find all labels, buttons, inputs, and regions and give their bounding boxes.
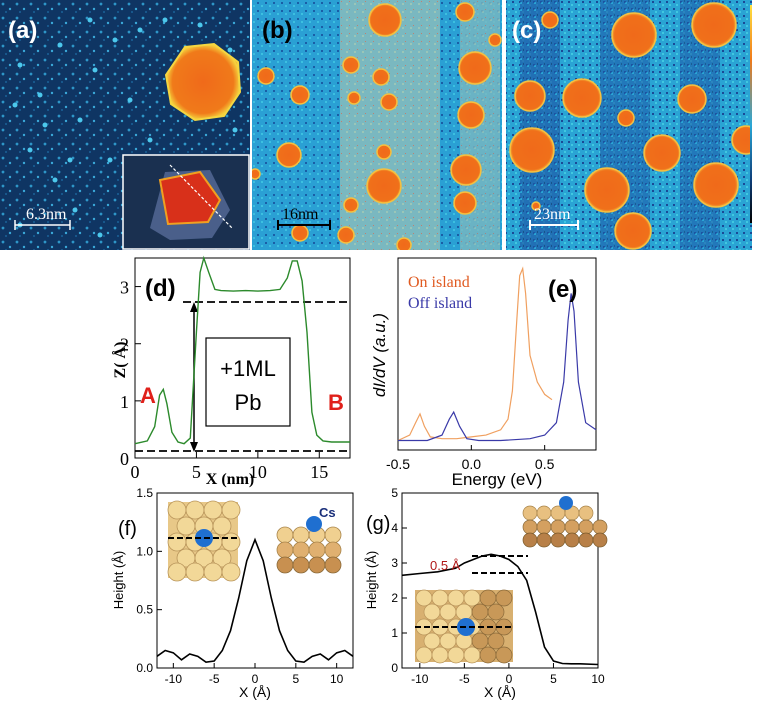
xlabel-e: Energy (eV) <box>452 470 543 489</box>
xtick-label-d: 0 <box>131 462 140 482</box>
box-text-2: Pb <box>235 390 262 415</box>
pb-islands-b <box>252 2 502 250</box>
ytick-label-g: 1 <box>391 626 398 640</box>
panel-label-g: (g) <box>366 513 390 535</box>
scale-label-a: 6.3nm <box>26 206 67 223</box>
on-island-line <box>397 266 553 442</box>
step-label-g: 0.5 Å <box>430 558 461 573</box>
xtick-label-d: 10 <box>249 462 267 482</box>
xtick-label-g: 10 <box>591 672 605 686</box>
xtick-label-f: 0 <box>252 672 259 686</box>
legend-on-island: On island <box>408 274 470 291</box>
ytick-label-d: 2 <box>120 335 129 355</box>
ytick-label-f: 0.0 <box>136 661 153 675</box>
profile-line-d <box>134 255 350 445</box>
ytick-label-d: 1 <box>120 392 129 412</box>
xlabel-d: X (nm) <box>206 471 254 488</box>
pb-islands-c <box>509 2 752 250</box>
xtick-label-d: 5 <box>192 462 201 482</box>
ytick-label-d: 0 <box>120 449 129 469</box>
xtick-label-f: -5 <box>209 672 220 686</box>
ytick-label-g: 5 <box>391 486 398 500</box>
panel-a: 6.3nm (a) <box>0 0 250 250</box>
profile-line-f <box>156 537 354 664</box>
inset-side-g <box>522 496 608 548</box>
label-a-site: A <box>140 383 156 408</box>
panel-b: 16nm (b) <box>252 0 502 250</box>
panel-f: 0.0 0.5 1.0 1.5 -10 -5 0 5 10 <box>111 486 354 700</box>
panel-c: 23nm (c) <box>506 0 752 250</box>
profile-line-g <box>401 553 599 666</box>
xtick-label-e: 0.0 <box>462 456 482 472</box>
ytick-label-g: 0 <box>391 661 398 675</box>
panel-e: -0.5 0.0 0.5 On island Off island (e) dI/d… <box>370 257 597 489</box>
ytick-label-g: 4 <box>391 521 398 535</box>
xtick-label-g: -5 <box>459 672 470 686</box>
off-island-line <box>398 293 597 442</box>
ytick-label-d: 3 <box>120 278 129 298</box>
panel-d: 0 1 2 3 0 5 10 15 +1ML Pb A B (d) Z( Å) X (nm) <box>111 255 351 488</box>
ytick-label-g: 2 <box>391 591 398 605</box>
xtick-label-g: -10 <box>411 672 429 686</box>
panel-label-f: (f) <box>118 518 137 540</box>
ticks-f: 0.0 0.5 1.0 1.5 -10 -5 0 5 10 <box>136 486 343 686</box>
axes-e <box>397 257 597 451</box>
xtick-label-d: 15 <box>310 462 328 482</box>
xtick-label-f: -10 <box>165 672 183 686</box>
xtick-label-f: 5 <box>292 672 299 686</box>
ytick-label-g: 3 <box>391 556 398 570</box>
ylabel-g: Height (Å) <box>364 551 379 610</box>
terrace-stripe-b1 <box>340 0 440 250</box>
ticks-e: -0.5 0.0 0.5 <box>386 445 555 472</box>
xtick-label-e: -0.5 <box>386 456 410 472</box>
panel-label-e: (e) <box>548 276 577 303</box>
ylabel-f: Height (Å) <box>111 551 126 610</box>
ylabel-e: dI/dV (a.u.) <box>370 313 389 397</box>
ytick-label-f: 1.5 <box>136 486 153 500</box>
inset-lattice-side-f: Cs <box>276 505 342 574</box>
cs-atom-side-g <box>559 496 573 510</box>
colorbar <box>750 5 752 223</box>
legend-off-island: Off island <box>408 295 472 312</box>
scale-label-c: 23nm <box>534 206 571 223</box>
adatom-dots-a <box>12 17 238 238</box>
xlabel-g: X (Å) <box>484 684 516 700</box>
ticks-d: 0 1 2 3 0 5 10 15 <box>120 278 328 482</box>
xtick-label-f: 10 <box>330 672 344 686</box>
panel-g: 0 1 2 3 4 5 -10 -5 0 5 10 0.5 Å <box>364 486 608 700</box>
panel-label-c: (c) <box>512 17 541 44</box>
inset-lattice-top-f <box>167 500 241 582</box>
panel-label-b: (b) <box>262 17 293 44</box>
ytick-label-f: 1.0 <box>136 544 153 558</box>
pb-island-a <box>164 42 242 122</box>
ylabel-d: Z( Å) <box>111 342 129 379</box>
scale-label-b: 16nm <box>282 206 319 223</box>
xtick-label-g: 5 <box>550 672 557 686</box>
label-b-site: B <box>328 390 344 415</box>
panel-label-a: (a) <box>8 17 37 44</box>
panel-label-d: (d) <box>145 275 176 302</box>
inset-top-g <box>415 589 513 664</box>
xtick-label-e: 0.5 <box>535 456 555 472</box>
cs-atom-side <box>306 516 322 532</box>
ytick-label-f: 0.5 <box>136 603 153 617</box>
ticks-g: 0 1 2 3 4 5 -10 -5 0 5 10 <box>391 486 605 686</box>
xtick-label-g: 0 <box>506 672 513 686</box>
annotation-box-d <box>205 337 291 427</box>
inset-island <box>158 170 222 226</box>
box-text-1: +1ML <box>220 356 276 381</box>
xlabel-f: X (Å) <box>239 684 271 700</box>
cs-label: Cs <box>319 505 336 520</box>
